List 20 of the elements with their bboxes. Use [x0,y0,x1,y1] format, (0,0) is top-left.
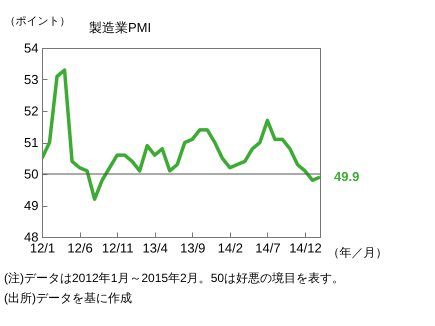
x-tick-label: 13/4 [142,240,168,256]
x-tick-label: 12/11 [102,240,134,256]
x-tick-label: 14/12 [289,240,322,256]
text: (出所)データを基に作成 [4,290,133,307]
y-axis-title: （ポイント） [4,16,70,28]
text: (注)データは2012年1月～2015年2月。50は好悪の境目を表す。 [4,270,344,287]
y-tick-label: 50 [24,166,38,182]
x-tick-label: 14/2 [218,240,243,256]
chart-title: 製造業PMI [89,20,152,35]
y-tick-label: 53 [24,72,38,87]
x-tick-label: 14/7 [255,240,281,256]
y-tick-label: 49 [24,198,38,213]
x-tick-label: 12/6 [67,240,93,256]
y-tick-label: 51 [24,135,38,150]
x-axis-title: （年／月） [328,246,388,260]
y-tick-label: 52 [24,104,38,118]
line-series [42,68,320,201]
x-tick-label: 13/9 [180,240,206,256]
y-tick-label: 54 [24,40,38,56]
data-label: 49.9 [334,169,360,184]
